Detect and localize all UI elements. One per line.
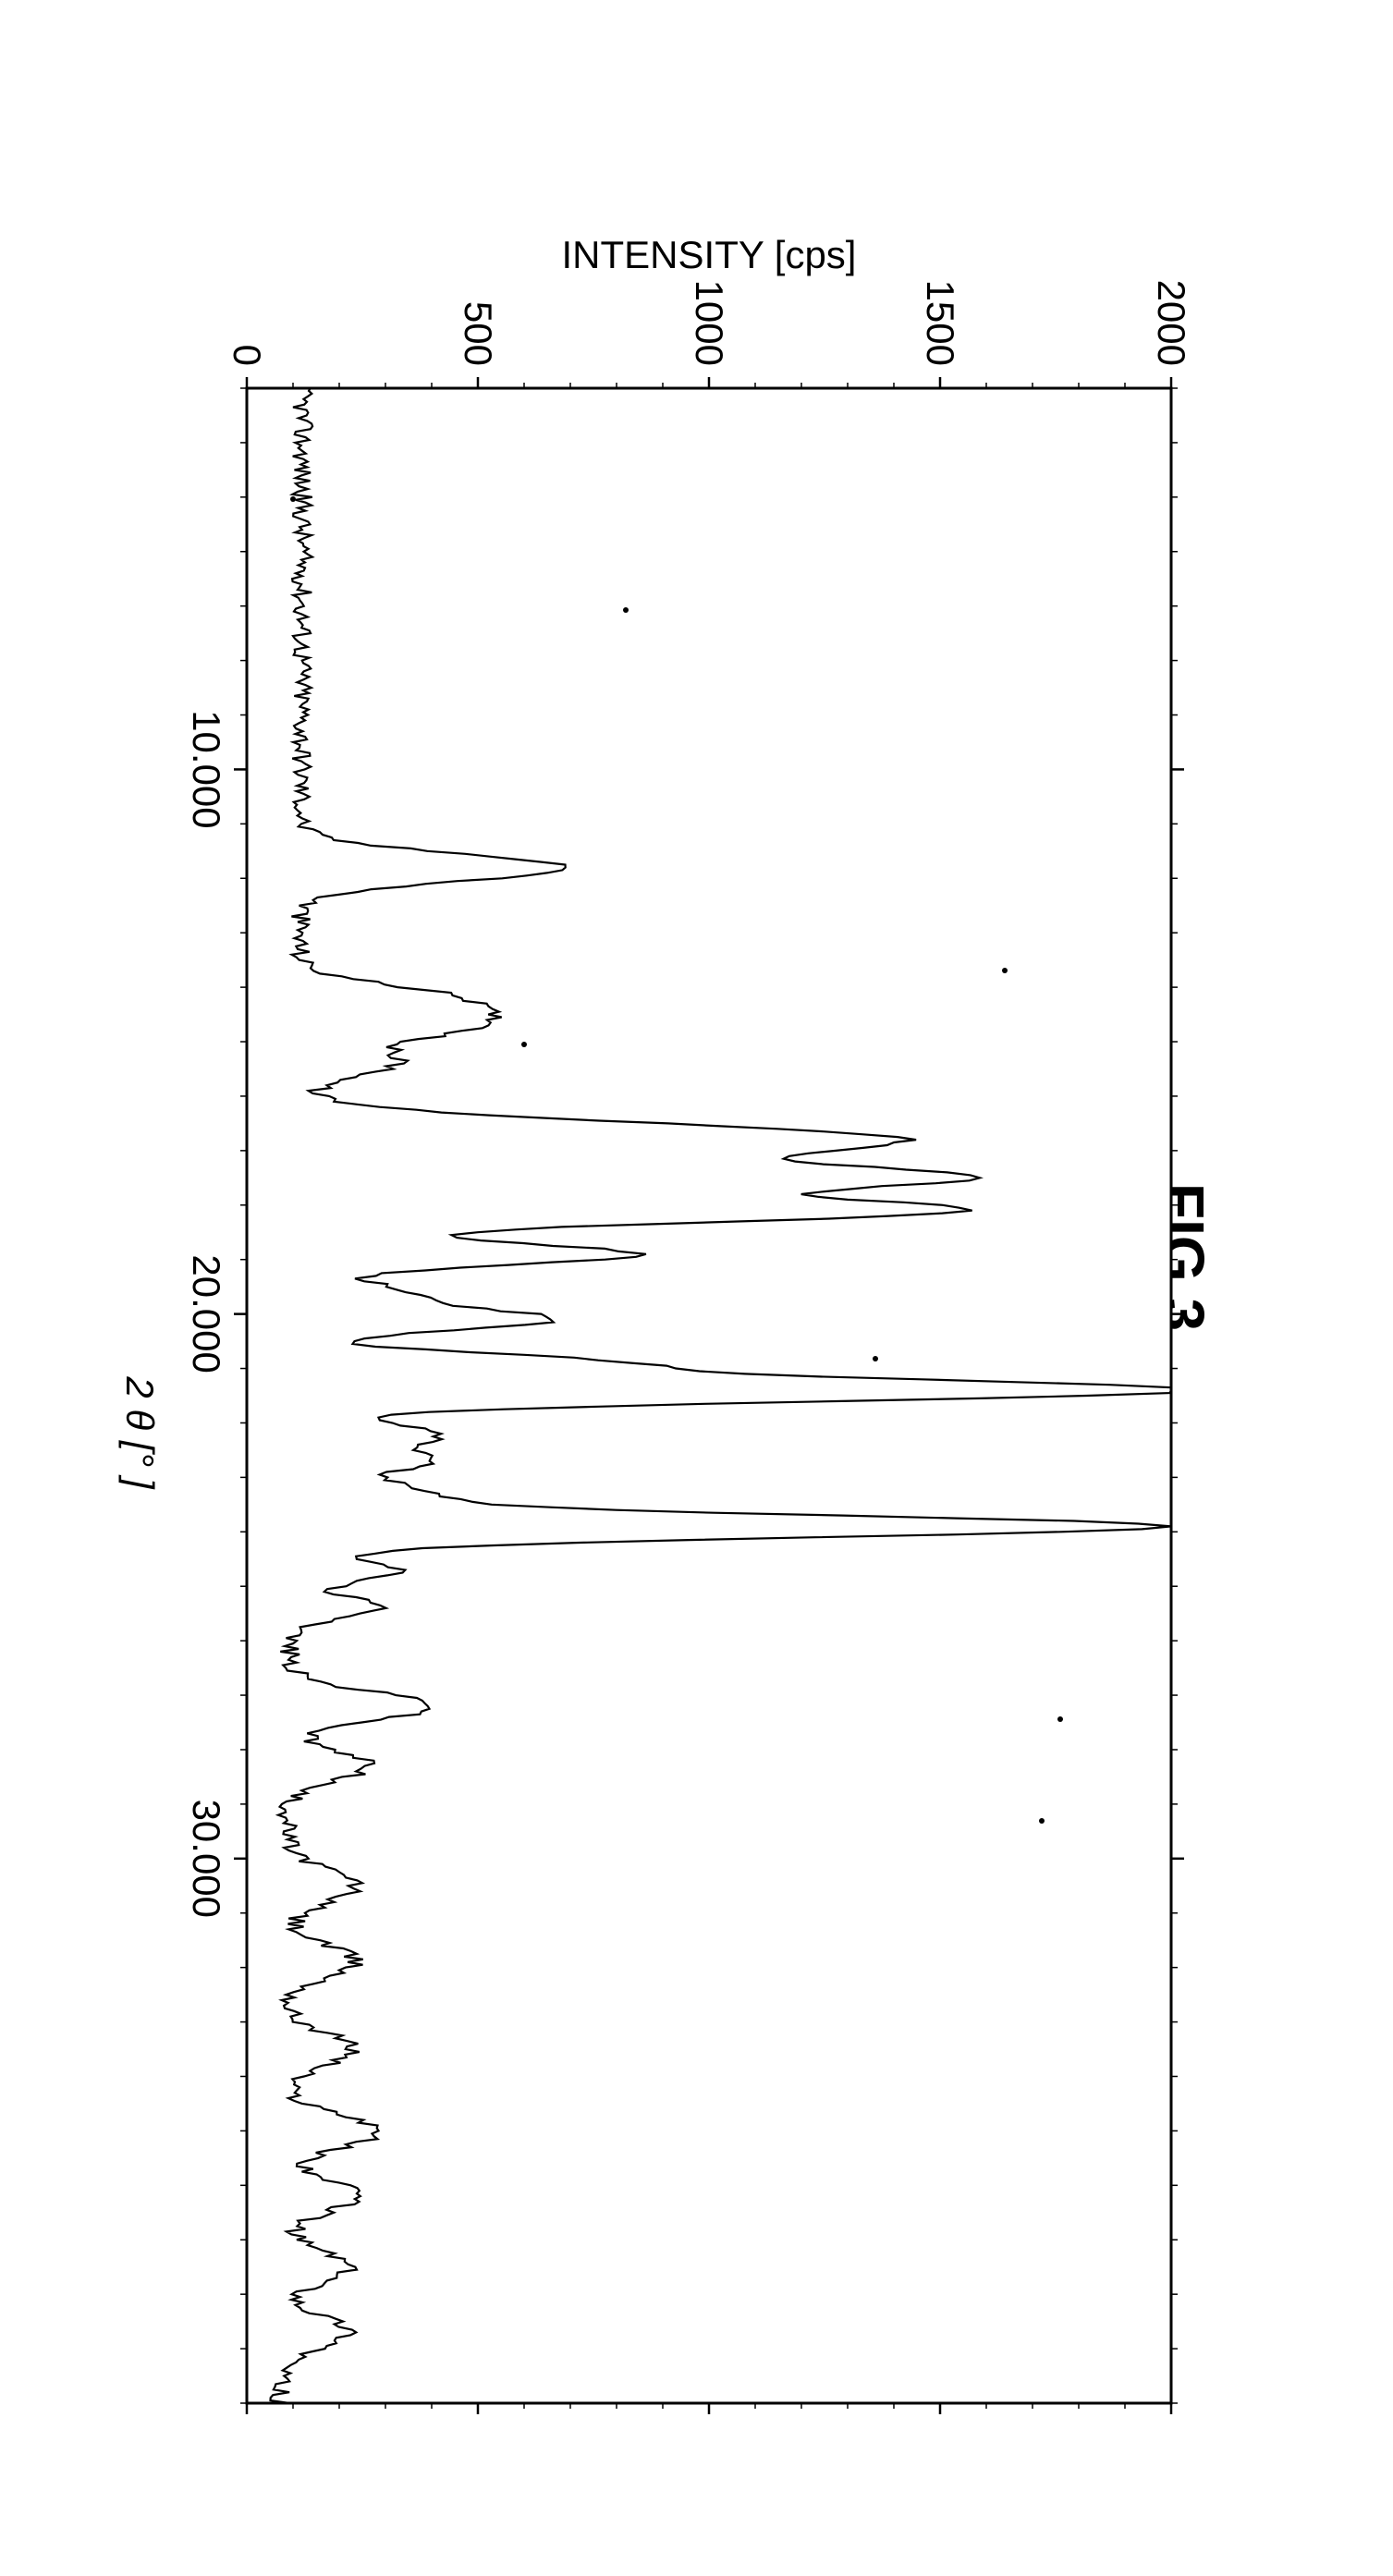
landscape-canvas: FIG.3 050010001500200010.00020.00030.000…	[0, 0, 1393, 2576]
ytick-label: 500	[457, 301, 500, 366]
xtick-label: 20.000	[185, 1254, 228, 1373]
xrd-chart: 0 500 1000 1500 2000 10.000 20.000 30.000 INTENS…	[0, 0, 1393, 2576]
x-axis-label: 2 θ [° ]	[118, 1375, 162, 1490]
ytick-label: 1500	[919, 280, 962, 366]
ytick-label: 2000	[1150, 280, 1193, 366]
speck	[1002, 968, 1008, 973]
xtick-label: 10.000	[185, 710, 228, 828]
speck	[290, 496, 296, 502]
plot-area	[247, 388, 1171, 2403]
y-axis-label: INTENSITY [cps]	[562, 233, 857, 276]
ytick-label: 1000	[688, 280, 731, 366]
speck	[1039, 1818, 1045, 1824]
ytick-label: 0	[226, 345, 269, 366]
xtick-label: 30.000	[185, 1800, 228, 1918]
speck	[873, 1356, 878, 1361]
speck	[623, 607, 629, 613]
speck	[1057, 1716, 1063, 1722]
speck	[521, 1042, 527, 1047]
page: FIG.3 050010001500200010.00020.00030.000…	[0, 0, 1393, 2576]
